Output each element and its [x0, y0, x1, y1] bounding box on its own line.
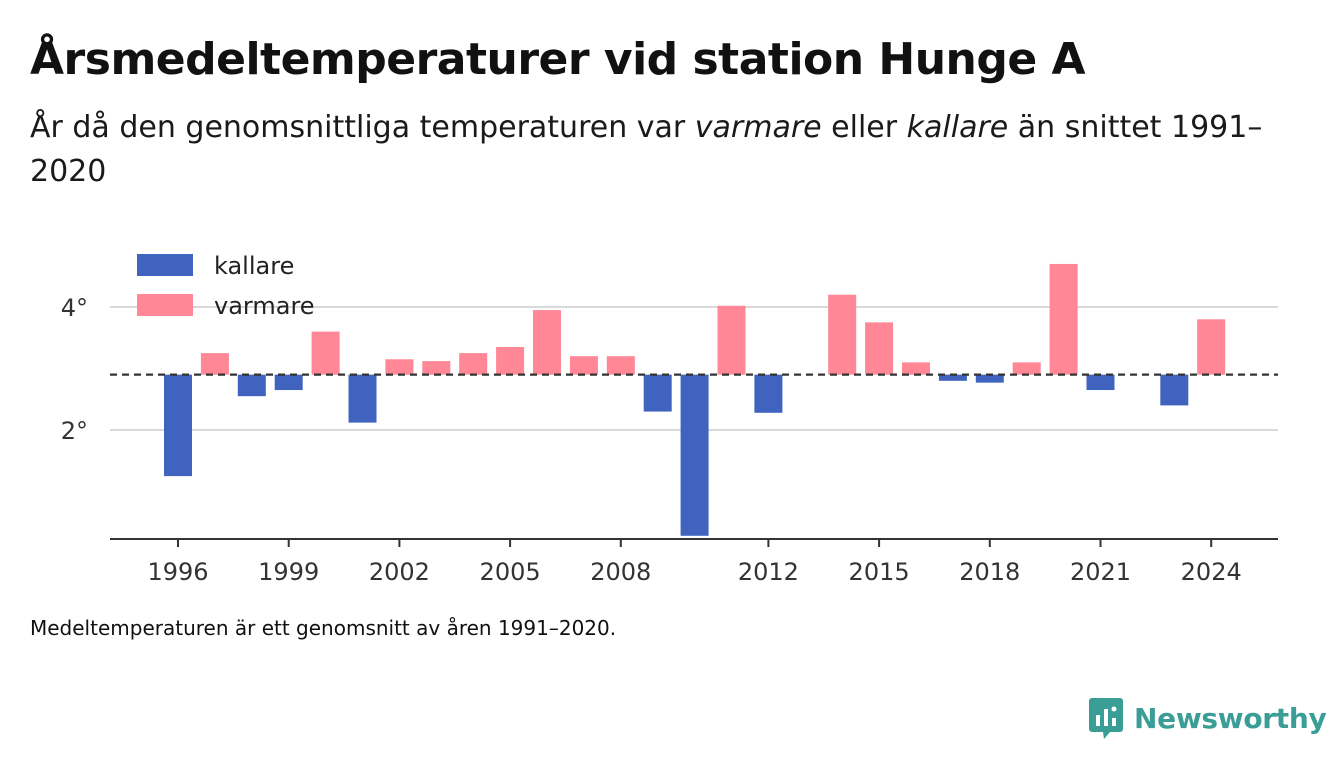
bar-2004: [459, 353, 488, 375]
bar-2009: [643, 374, 672, 412]
bar-2023: [1160, 374, 1189, 406]
bar-2011: [717, 305, 746, 375]
bar-2019: [1012, 362, 1041, 375]
subtitle-cold-word: kallare: [906, 110, 1009, 145]
subtitle-part1: År då den genomsnittliga temperaturen va…: [30, 110, 695, 145]
chart-title: Årsmedeltemperaturer vid station Hunge A: [30, 34, 1086, 85]
x-tick-label-1999: 1999: [258, 558, 319, 586]
bar-2006: [533, 310, 561, 375]
legend-swatch-varmare: [137, 294, 193, 316]
x-tick-label-2012: 2012: [738, 558, 799, 586]
x-tick-label-2018: 2018: [959, 558, 1020, 586]
bar-2012: [754, 374, 783, 413]
bar-2002: [385, 359, 414, 375]
bar-2017: [938, 374, 967, 381]
bar-2018: [975, 374, 1004, 383]
bar-2007: [569, 356, 598, 375]
subtitle-warm-word: varmare: [694, 110, 822, 145]
brand-name: Newsworthy: [1134, 701, 1327, 735]
bar-1996: [164, 374, 192, 477]
bar-1997: [200, 353, 229, 375]
bar-2020: [1049, 263, 1078, 375]
x-tick-label-2005: 2005: [480, 558, 541, 586]
y-tick-label-2: 2°: [61, 417, 88, 445]
x-tick-label-2021: 2021: [1070, 558, 1131, 586]
bar-2015: [865, 322, 894, 375]
bar-2024: [1197, 319, 1226, 375]
x-tick-label-2024: 2024: [1181, 558, 1242, 586]
chart-subtitle: År då den genomsnittliga temperaturen va…: [30, 106, 1270, 194]
x-tick-label-2008: 2008: [590, 558, 651, 586]
bar-2005: [496, 346, 525, 375]
bar-2008: [606, 356, 635, 375]
bar-1999: [274, 374, 303, 391]
bar-2010: [680, 374, 709, 536]
bar-2016: [902, 362, 930, 375]
bar-2001: [348, 374, 377, 423]
bar-chart: 2° 4° 1996 1999 2002 2005 2008 2012 2015 2018 2021…: [61, 252, 1278, 586]
legend-label-kallare: kallare: [214, 252, 294, 280]
footnote: Medeltemperaturen är ett genomsnitt av å…: [30, 616, 617, 640]
x-tick-label-1996: 1996: [147, 558, 208, 586]
bar-2014: [828, 294, 857, 375]
x-tick-label-2015: 2015: [849, 558, 910, 586]
legend-label-varmare: varmare: [214, 292, 315, 320]
x-tick-label-2002: 2002: [369, 558, 430, 586]
brand-logo: Newsworthy: [1088, 696, 1327, 740]
y-tick-label-4: 4°: [61, 294, 88, 322]
bar-2000: [311, 331, 340, 375]
newsworthy-logo-icon: [1089, 698, 1123, 739]
subtitle-part3: än snittet 1991–2020: [30, 110, 1263, 189]
bar-1998: [237, 374, 266, 397]
subtitle-part2: eller: [821, 110, 907, 145]
bar-2003: [422, 361, 451, 375]
bar-2021: [1086, 374, 1115, 391]
legend-swatch-kallare: [137, 254, 193, 276]
